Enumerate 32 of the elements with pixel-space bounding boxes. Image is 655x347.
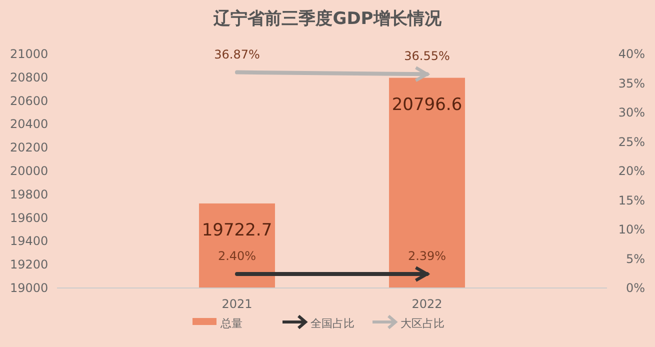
y2-tick-label: 25% xyxy=(618,134,645,149)
y2-tick-label: 15% xyxy=(618,193,645,208)
legend-label: 大区占比 xyxy=(400,317,444,330)
y-tick-label: 20400 xyxy=(10,117,48,132)
data-label: 2.40% xyxy=(218,248,256,263)
data-label: 19722.7 xyxy=(202,220,272,240)
y-tick-label: 20200 xyxy=(10,140,48,155)
y-tick-label: 19400 xyxy=(10,234,48,248)
y2-tick-label: 35% xyxy=(618,76,645,90)
y2-tick-label: 0% xyxy=(626,281,645,295)
y-tick-label: 19200 xyxy=(10,258,48,272)
y-tick-label: 20000 xyxy=(10,164,48,178)
y2-tick-label: 5% xyxy=(626,252,645,266)
y2-tick-label: 20% xyxy=(618,164,645,178)
data-label: 36.87% xyxy=(214,47,260,62)
y-tick-label: 19600 xyxy=(10,210,48,225)
y2-tick-label: 10% xyxy=(618,222,645,236)
data-label: 20796.6 xyxy=(392,94,462,115)
x-tick-label: 2021 xyxy=(222,297,252,311)
data-label: 36.55% xyxy=(404,49,450,64)
y-tick-label: 20800 xyxy=(10,70,48,84)
y-tick-label: 21000 xyxy=(10,47,48,61)
y2-tick-label: 30% xyxy=(618,106,645,120)
y2-tick-label: 40% xyxy=(618,47,645,61)
y-tick-label: 20600 xyxy=(10,94,48,108)
chart-title: 辽宁省前三季度GDP增长情况 xyxy=(212,9,442,29)
y-tick-label: 19000 xyxy=(10,281,48,295)
x-tick-label: 2022 xyxy=(412,297,442,311)
legend-label: 总量 xyxy=(220,317,242,330)
data-label: 2.39% xyxy=(408,249,446,264)
legend-label: 全国占比 xyxy=(310,317,354,330)
y-tick-label: 19800 xyxy=(10,187,48,202)
